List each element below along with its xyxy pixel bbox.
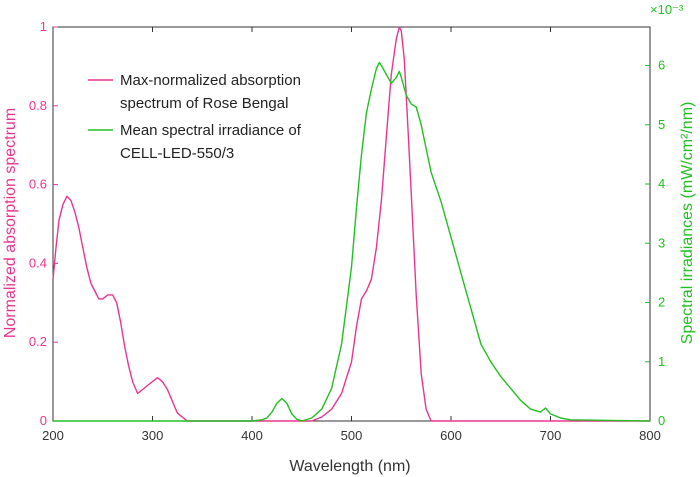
x-axis-ticks: 200 300 400 500 600 700 800: [42, 27, 661, 443]
series-lines: [52, 26, 651, 422]
right-y-tick-label: 4: [658, 176, 665, 191]
spectral-irradiance-line: [53, 61, 651, 422]
legend: Max-normalized absorption spectrum of Ro…: [88, 72, 302, 162]
legend-label-absorption-line1: Max-normalized absorption: [120, 72, 301, 89]
left-y-tick-label: 0.8: [29, 98, 47, 113]
left-y-tick-label: 1: [40, 19, 47, 34]
left-y-axis-ticks: 0 0.2 0.4 0.6 0.8 1: [29, 19, 58, 428]
left-y-tick-label: 0.6: [29, 177, 47, 192]
x-tick-label: 800: [639, 428, 661, 443]
legend-label-absorption-line2: spectrum of Rose Bengal: [120, 95, 288, 112]
right-y-axis-exponent: ×10⁻³: [650, 2, 684, 17]
x-tick-label: 400: [241, 428, 263, 443]
right-y-axis-ticks: 0 1 2 3 4 5 6: [645, 58, 665, 428]
x-axis-label: Wavelength (nm): [289, 458, 410, 475]
x-tick-label: 500: [341, 428, 363, 443]
legend-label-irradiance-line2: CELL-LED-550/3: [120, 145, 234, 162]
right-y-tick-label: 0: [658, 413, 665, 428]
right-y-tick-label: 2: [658, 295, 665, 310]
x-tick-label: 300: [142, 428, 164, 443]
x-tick-label: 700: [540, 428, 562, 443]
right-y-tick-label: 3: [658, 235, 665, 250]
legend-label-irradiance-line1: Mean spectral irradiance of: [120, 122, 302, 139]
right-y-axis-label: Spectral irradiances (mW/cm²/nm): [679, 102, 696, 345]
left-y-axis-label: Normalized absorption spectrum: [2, 108, 19, 338]
right-y-tick-label: 1: [658, 354, 665, 369]
left-y-tick-label: 0.4: [29, 255, 47, 270]
left-y-tick-label: 0: [40, 413, 47, 428]
x-tick-label: 600: [440, 428, 462, 443]
right-y-tick-label: 6: [658, 58, 665, 73]
x-tick-label: 200: [42, 428, 64, 443]
right-y-tick-label: 5: [658, 117, 665, 132]
left-y-tick-label: 0.2: [29, 334, 47, 349]
